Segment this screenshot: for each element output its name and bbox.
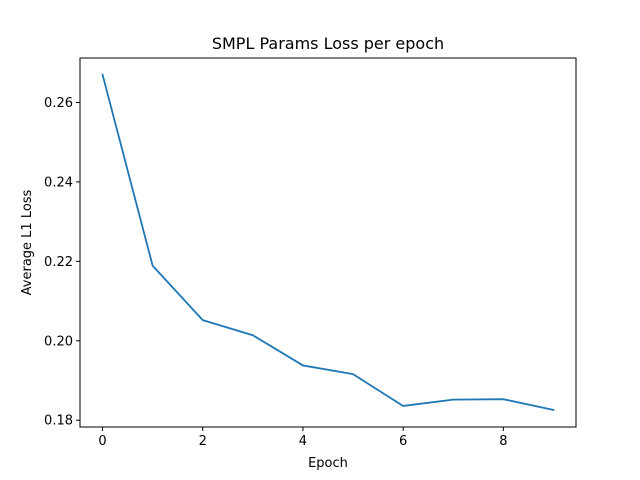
series-layer (101, 73, 555, 411)
x-tick-label: 8 (499, 434, 507, 449)
data-point (102, 74, 103, 75)
y-tick-label: 0.26 (44, 96, 73, 111)
series-line (101, 73, 555, 411)
data-point (503, 399, 504, 400)
data-point (252, 335, 253, 336)
x-tick-label: 0 (98, 434, 106, 449)
y-tick-label: 0.18 (44, 414, 73, 429)
data-point (453, 399, 454, 400)
chart-title: SMPL Params Loss per epoch (212, 34, 444, 53)
x-axis-ticks: 0 2 4 6 8 (98, 427, 507, 449)
x-tick-label: 6 (399, 434, 407, 449)
data-point (553, 409, 554, 410)
axes-frame (79, 57, 577, 428)
x-tick-label: 2 (199, 434, 207, 449)
y-tick-label: 0.22 (44, 255, 73, 270)
data-point (202, 320, 203, 321)
y-axis-ticks: 0.18 0.20 0.22 0.24 0.26 (44, 96, 80, 429)
x-tick-label: 4 (299, 434, 307, 449)
data-point (152, 265, 153, 266)
y-tick-label: 0.24 (44, 175, 73, 190)
x-axis-label: Epoch (308, 456, 348, 471)
plot-area (80, 58, 576, 427)
data-point (302, 365, 303, 366)
data-point (352, 374, 353, 375)
data-point (403, 405, 404, 406)
y-tick-label: 0.20 (44, 334, 73, 349)
y-axis-label: Average L1 Loss (20, 189, 35, 295)
